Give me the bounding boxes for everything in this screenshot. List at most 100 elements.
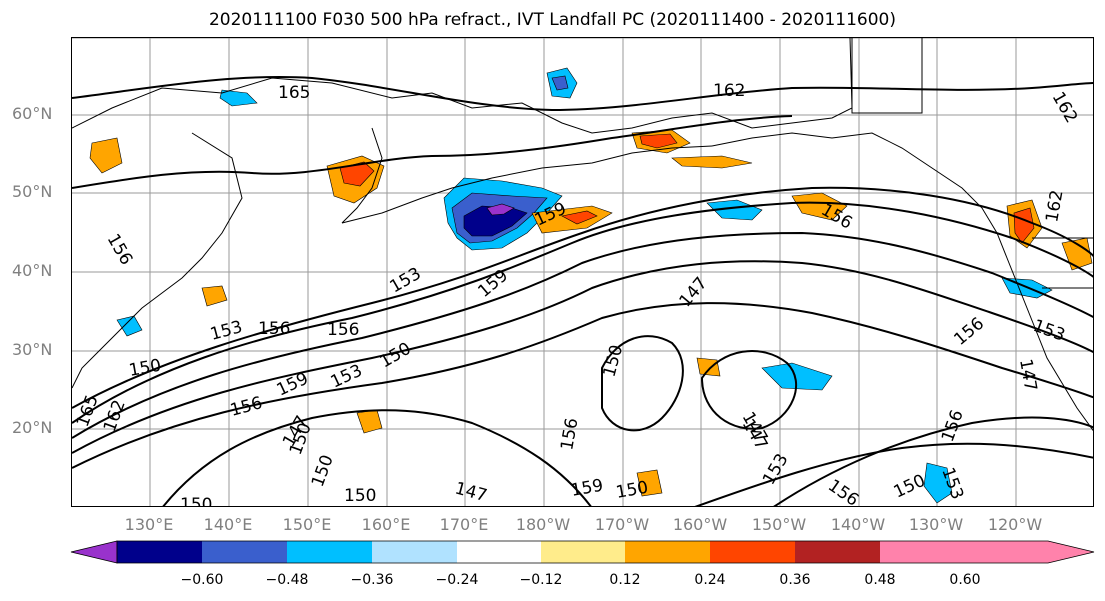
colorbar-tick-label: −0.60	[180, 572, 224, 588]
contour-label: 147	[1015, 357, 1040, 392]
contour-closed-147	[700, 350, 798, 430]
contour-label: 147	[676, 273, 712, 311]
map-svg: 165 162 162 156 159 156 153 159 153 156 …	[72, 38, 1093, 507]
contour-label: 153	[208, 317, 245, 345]
border-alaska-canada	[851, 38, 923, 114]
contour-156-southeast	[773, 416, 1093, 506]
colorbar-tick-label: 0.48	[864, 572, 896, 588]
lon-label-160e: 160°E	[361, 515, 411, 534]
contour-153	[72, 260, 1093, 454]
lon-label-140w: 140°W	[830, 515, 886, 534]
positive-patch-gulf-south	[791, 192, 848, 221]
coastline-north-america	[711, 132, 1093, 432]
positive-patch-siberia-west	[89, 137, 123, 174]
lon-label-120w: 120°W	[987, 515, 1043, 534]
contour-label: 156	[557, 416, 582, 451]
contour-label: 165	[278, 83, 310, 103]
positive-patch-japan	[201, 285, 228, 307]
border-usa-states	[1032, 237, 1093, 289]
lat-label-40n: 40°N	[12, 261, 53, 280]
map-panel: 165 162 162 156 159 156 153 159 153 156 …	[71, 37, 1094, 507]
colorbar-tick-label: 0.36	[779, 572, 811, 588]
positive-patch-kamchatka-core	[339, 161, 375, 187]
shaded-anomaly-patches	[89, 67, 1093, 504]
contour-165	[72, 76, 1093, 112]
contour-label: 150	[127, 356, 162, 381]
contour-label: 153	[1030, 316, 1067, 346]
colorbar-segment	[457, 541, 541, 563]
positive-patch-south	[636, 469, 663, 497]
lon-label-150w: 150°W	[751, 515, 807, 534]
lon-label-180w: 180°W	[515, 515, 571, 534]
positive-patch-pnw-core	[1013, 207, 1035, 244]
colorbar-segment	[541, 541, 625, 563]
contour-label: 156	[938, 407, 968, 444]
negative-patch-bering-core	[551, 75, 569, 91]
contour-label: 153	[387, 264, 425, 298]
contour-162-north	[72, 115, 793, 189]
colorbar-segment	[710, 541, 795, 563]
contour-label: 159	[569, 476, 604, 501]
negative-patch-japan	[116, 315, 143, 337]
colorbar-segment	[202, 541, 287, 563]
colorbar-segment	[625, 541, 710, 563]
positive-patch-gulf-north	[671, 155, 753, 169]
colorbar-tick-label: 0.24	[694, 572, 726, 588]
lat-label-20n: 20°N	[12, 418, 53, 437]
positive-patch-central-pacific	[356, 409, 383, 434]
coastlines	[72, 38, 1093, 432]
colorbar-outline	[116, 540, 1095, 564]
contour-label: 150	[614, 478, 649, 503]
positive-anomaly-patch-jet-core	[561, 210, 598, 225]
lat-label-60n: 60°N	[12, 104, 53, 123]
lon-label-150e: 150°E	[282, 515, 332, 534]
contour-label: 150	[891, 471, 929, 503]
contour-159-southeast	[694, 442, 1093, 506]
colorbar-segment	[880, 541, 965, 563]
contour-label: 150	[377, 339, 415, 373]
plot-title: 2020111100 F030 500 hPa refract., IVT La…	[208, 10, 896, 30]
coastline-kamchatka	[341, 127, 383, 224]
contour-label: 162	[713, 81, 745, 101]
colorbar-tick-label: −0.12	[519, 572, 563, 588]
contour-label: 156	[327, 320, 359, 340]
contour-label: 165	[73, 392, 103, 429]
lon-label-160w: 160°W	[672, 515, 728, 534]
positive-patch-rockies	[1061, 237, 1093, 271]
colorbar-tick-label: −0.24	[435, 572, 479, 588]
coastline-asia	[72, 132, 243, 389]
contour-159	[72, 201, 1093, 424]
colorbar-tick-label: 0.60	[949, 572, 981, 588]
colorbar-segment	[287, 541, 372, 563]
lat-label-30n: 30°N	[12, 340, 53, 359]
contour-156	[72, 231, 1093, 439]
lon-label-140e: 140°E	[203, 515, 253, 534]
colorbar-segment	[117, 541, 202, 563]
coastline-aleutians	[341, 145, 713, 224]
contour-162	[72, 186, 1093, 409]
colorbar-segment	[795, 541, 880, 563]
contour-label: 156	[228, 393, 265, 421]
contour-label: 156	[103, 231, 137, 269]
gridlines	[72, 38, 1093, 506]
contour-label: 162	[1042, 188, 1067, 223]
contour-label: 162	[1048, 89, 1082, 127]
contour-lines	[72, 76, 1093, 506]
negative-patch-siberia	[219, 89, 258, 107]
contour-147-south	[162, 409, 592, 506]
coastline-arctic	[72, 38, 853, 134]
colorbar-extend-low	[70, 540, 118, 564]
colorbar-tick-label: 0.12	[609, 572, 641, 588]
negative-anomaly-patch-peak	[486, 203, 515, 216]
contour-label: 156	[950, 314, 988, 350]
contour-150	[72, 302, 1093, 469]
negative-patch-gulf	[706, 199, 763, 221]
contour-label: 156	[824, 476, 862, 507]
positive-patch-hawaii	[696, 357, 721, 377]
lon-label-130w: 130°W	[908, 515, 964, 534]
lon-label-170e: 170°E	[439, 515, 489, 534]
colorbar-segment	[372, 541, 457, 563]
lon-label-170w: 170°W	[594, 515, 650, 534]
contour-label: 147	[453, 479, 490, 507]
contour-label: 150	[180, 495, 212, 507]
